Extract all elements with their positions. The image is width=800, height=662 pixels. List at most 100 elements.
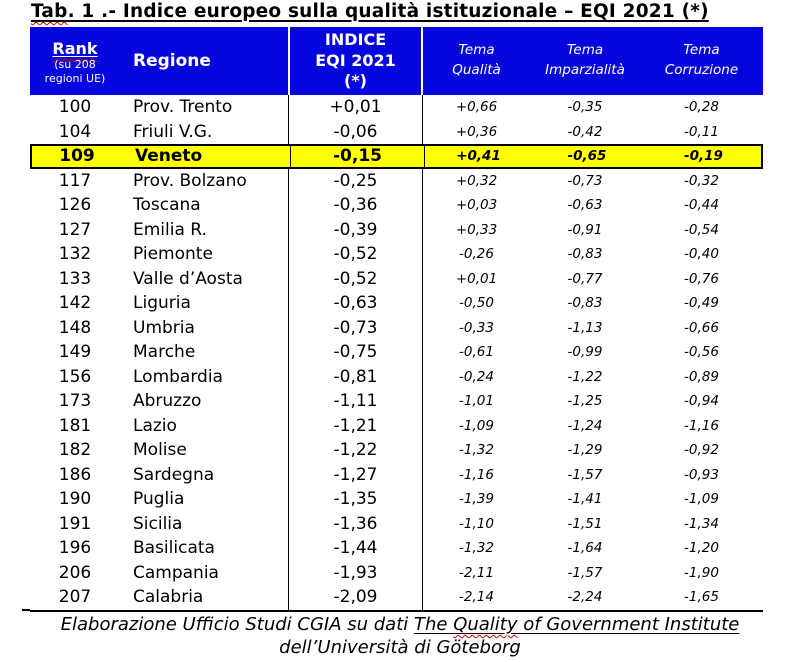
tema-imparzialita-cell: -0,42 [567,123,603,140]
index-eqi-cell: -1,27 [288,462,423,487]
index-eqi-cell: -1,22 [288,438,423,463]
table-row: 126 Toscana -0,36 +0,03 -0,63 -0,44 [30,193,763,218]
index-eqi-cell: -0,39 [288,217,423,242]
header-tema-corruzione: Tema Corruzione [640,27,763,95]
tema-imparzialita-cell: -1,24 [567,417,603,434]
header-tema-corruzione-line1: Tema [683,42,720,59]
source-institute: The Quality of Government Institute [414,614,739,635]
table-row: 182 Molise -1,22 -1,32 -1,29 -0,92 [30,438,763,463]
rank-cell: 156 [58,366,92,387]
tema-corruzione-cell: -0,92 [684,442,719,459]
table-row: 148 Umbria -0,73 -0,33 -1,13 -0,66 [30,315,763,340]
tema-imparzialita-cell: -0,35 [567,99,603,116]
tema-qualita-cell: -1,32 [459,442,494,459]
rank-cell: 186 [58,464,92,485]
rank-cell: 100 [58,97,92,118]
source-note-line2: dell’Università di Göteborg [279,637,521,658]
tema-qualita-cell: -2,11 [459,564,494,581]
header-tema-imparzialita-line2: Imparzialità [545,62,625,78]
index-eqi-cell: -1,36 [288,511,423,536]
table-row: 133 Valle d’Aosta -0,52 +0,01 -0,77 -0,7… [30,266,763,291]
region-cell: Friuli V.G. [133,121,213,142]
table-row: 149 Marche -0,75 -0,61 -0,99 -0,56 [30,340,763,365]
tema-qualita-cell: -1,16 [459,466,494,483]
table-title: Tab. 1 .- Indice europeo sulla qualità i… [31,1,709,22]
tema-imparzialita-cell: -0,83 [567,295,603,312]
eqi-table: Rank (su 208 regioni UE) Regione INDICE … [30,27,763,612]
header-tema-imparzialita-line1: Tema [566,42,604,59]
index-eqi-cell: -0,81 [288,364,423,389]
source-institute-pre: The [414,614,454,635]
rank-cell: 181 [58,415,92,436]
index-eqi-cell: -0,73 [288,315,423,340]
table-row: 117 Prov. Bolzano -0,25 +0,32 -0,73 -0,3… [30,168,763,193]
tema-imparzialita-cell: -1,13 [567,319,603,336]
tema-imparzialita-cell: -1,22 [567,368,603,385]
header-tema-qualita-line1: Tema [458,42,495,59]
header-tema-imparzialita: Tema Imparzialità [530,27,640,95]
tema-corruzione-cell: -0,44 [684,197,719,214]
tema-corruzione-cell: -1,20 [684,540,719,557]
tema-imparzialita-cell: -0,63 [567,197,603,214]
tema-corruzione-cell: -0,11 [684,123,719,140]
tema-qualita-cell: +0,32 [455,172,498,189]
tema-corruzione-cell: -1,09 [684,491,719,508]
tema-qualita-cell: -1,01 [459,393,494,410]
rank-cell: 190 [58,489,92,510]
index-eqi-cell: -1,11 [288,389,423,414]
tema-corruzione-cell: -0,32 [684,172,719,189]
header-indice-eqi: INDICE EQI 2021 (*) [288,27,423,95]
region-cell: Puglia [133,489,185,510]
index-eqi-cell: -1,35 [288,487,423,512]
rank-cell: 104 [58,121,92,142]
tema-imparzialita-cell: -0,83 [567,246,603,263]
tema-corruzione-cell: -1,16 [684,417,719,434]
region-cell: Valle d’Aosta [133,268,243,289]
table-row: 156 Lombardia -0,81 -0,24 -1,22 -0,89 [30,364,763,389]
rank-cell: 148 [58,317,92,338]
tema-qualita-cell: +0,41 [456,148,501,165]
table-row: 206 Campania -1,93 -2,11 -1,57 -1,90 [30,560,763,585]
rank-cell: 126 [58,195,92,216]
table-row: 173 Abruzzo -1,11 -1,01 -1,25 -0,94 [30,389,763,414]
tema-corruzione-cell: -0,66 [684,319,719,336]
tema-corruzione-cell: -0,19 [684,148,723,165]
rank-cell: 149 [58,342,92,363]
index-eqi-cell: -0,52 [288,242,423,267]
region-cell: Sardegna [133,464,215,485]
tema-imparzialita-cell: -1,64 [567,540,603,557]
tema-corruzione-cell: -0,56 [684,344,719,361]
tema-imparzialita-cell: -0,73 [567,172,603,189]
tema-qualita-cell: +0,66 [455,99,498,116]
rank-cell: 207 [58,587,92,608]
rank-cell: 109 [59,146,95,167]
rank-cell: 133 [58,268,92,289]
source-note-prefix: Elaborazione Ufficio Studi CGIA su dati [60,614,414,635]
spellcheck-wavy-rank: Rank [52,38,98,58]
source-note-line1: Elaborazione Ufficio Studi CGIA su dati … [0,613,800,636]
index-eqi-cell: -1,93 [288,560,423,585]
tema-imparzialita-cell: -0,99 [567,344,603,361]
region-cell: Molise [133,440,187,461]
index-eqi-cell: +0,01 [288,95,423,120]
index-eqi-cell: -0,75 [288,340,423,365]
spellcheck-wavy-tab: Tab [31,1,68,22]
rank-cell: 191 [58,513,92,534]
region-cell: Emilia R. [133,219,207,240]
rank-cell: 117 [58,170,92,191]
table-row: 190 Puglia -1,35 -1,39 -1,41 -1,09 [30,487,763,512]
region-cell: Veneto [135,146,203,167]
region-cell: Piemonte [133,244,213,265]
region-cell: Marche [133,342,196,363]
tema-qualita-cell: +0,03 [455,197,498,214]
index-eqi-cell: -2,09 [288,585,423,610]
region-cell: Prov. Trento [133,97,233,118]
region-cell: Calabria [133,587,204,608]
source-note: Elaborazione Ufficio Studi CGIA su dati … [0,613,800,659]
tema-imparzialita-cell: -0,77 [567,270,603,287]
tema-imparzialita-cell: -1,25 [567,393,603,410]
header-rank-sub: (su 208 regioni UE) [44,57,106,85]
tema-qualita-cell: -1,10 [459,515,494,532]
spellcheck-wavy-quality: Quality [453,614,518,635]
region-cell: Lazio [133,415,177,436]
